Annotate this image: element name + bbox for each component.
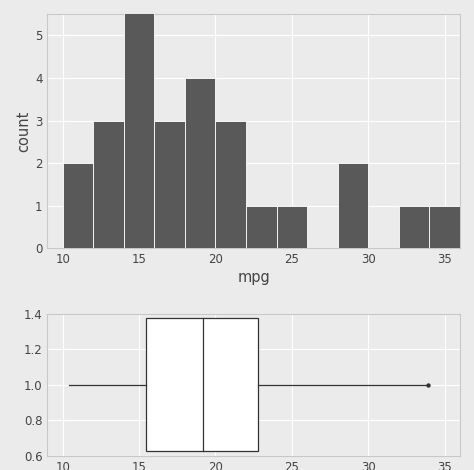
Bar [93,120,124,248]
Bar [185,78,215,248]
Bar [429,206,460,248]
Bar [215,120,246,248]
Y-axis label: count: count [16,110,31,152]
X-axis label: mpg: mpg [237,270,270,285]
Bar [155,120,185,248]
Bar [399,206,429,248]
Bar [276,206,307,248]
Bar [63,163,93,248]
FancyBboxPatch shape [146,319,258,452]
Point [424,381,431,389]
Bar [337,163,368,248]
Bar [246,206,276,248]
Bar [124,0,155,248]
